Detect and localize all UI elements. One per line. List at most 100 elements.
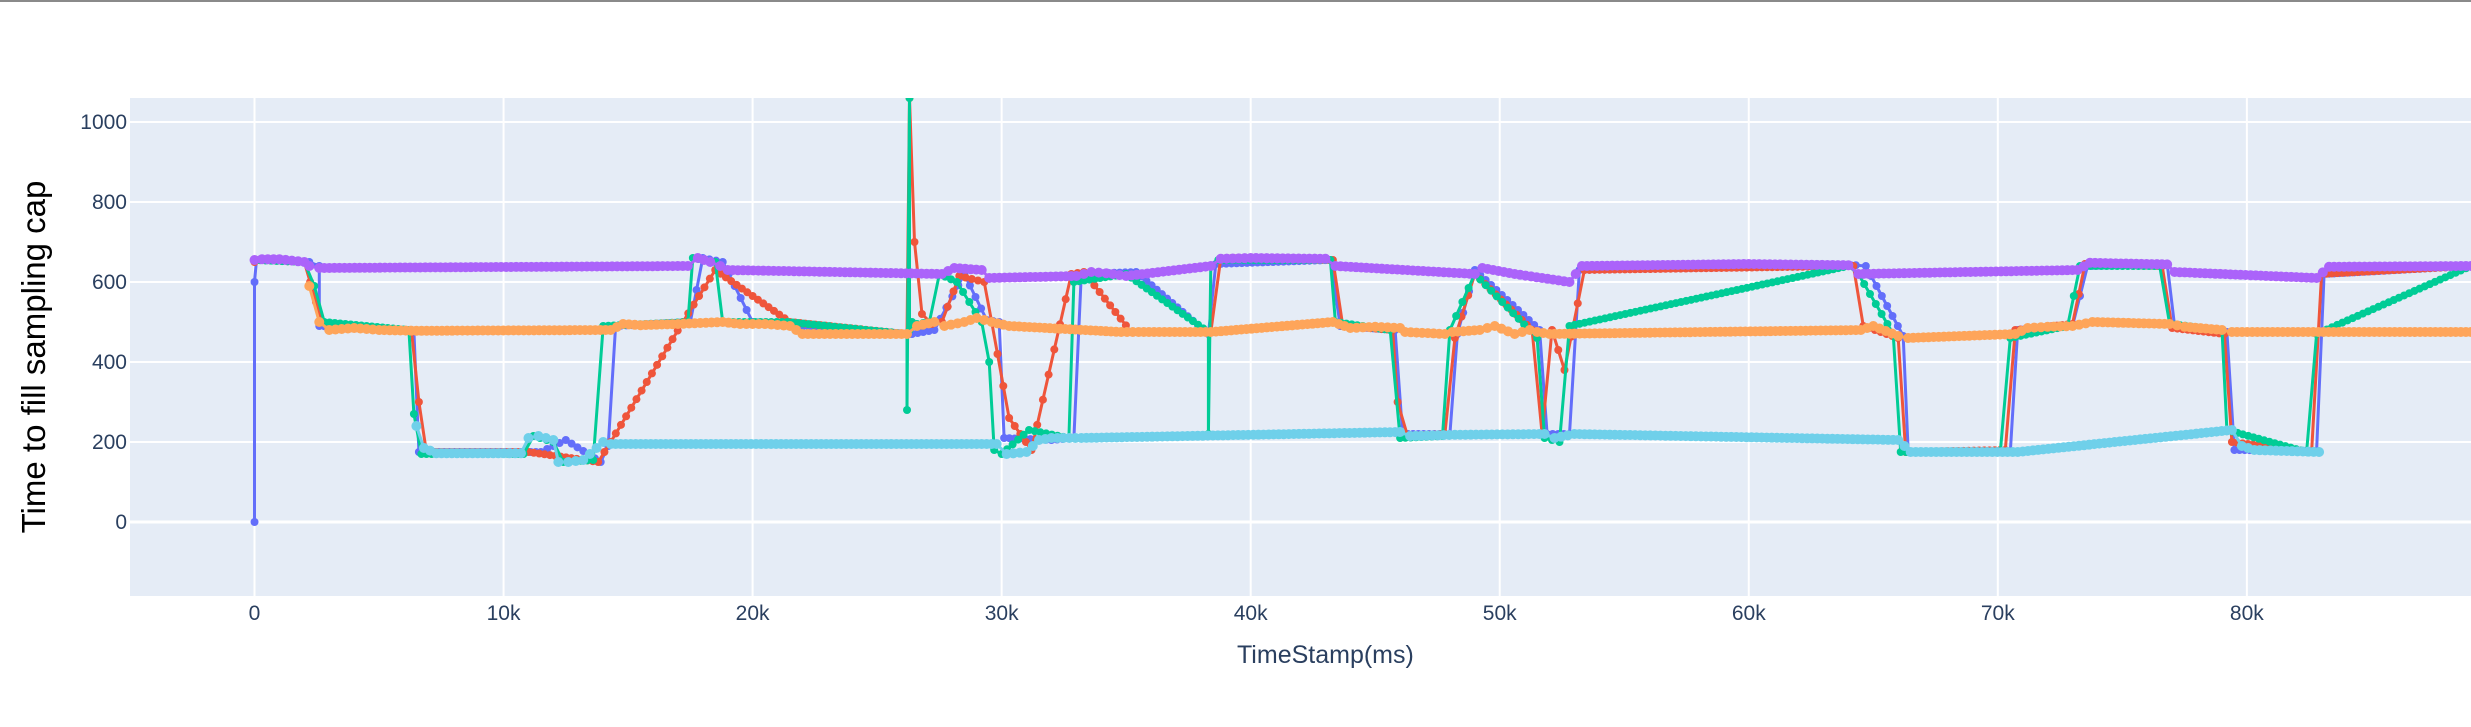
data-point	[903, 406, 912, 414]
data-point	[2314, 447, 2325, 457]
data-point	[314, 317, 325, 327]
data-point	[1086, 267, 1097, 277]
data-point	[1395, 427, 1406, 437]
data-point	[567, 439, 576, 448]
data-point	[959, 288, 968, 296]
data-point	[515, 448, 526, 459]
data-point	[2162, 259, 2173, 270]
series-4	[249, 253, 2471, 287]
data-point	[1509, 309, 1518, 318]
data-point	[1038, 395, 1047, 404]
data-point	[1111, 308, 1120, 316]
data-point	[627, 403, 636, 412]
data-point	[952, 278, 961, 286]
data-point	[1871, 300, 1880, 308]
data-point	[1469, 269, 1480, 279]
data-point	[1877, 310, 1886, 318]
data-point	[1452, 312, 1461, 320]
data-point	[1320, 253, 1331, 264]
data-point	[1487, 286, 1496, 295]
data-point	[1005, 414, 1014, 422]
data-point	[584, 449, 595, 459]
x-tick-label: 10k	[487, 602, 521, 625]
data-point	[695, 292, 704, 300]
data-point	[414, 398, 423, 406]
data-point	[967, 275, 976, 283]
data-point	[1570, 269, 1581, 279]
data-point	[563, 457, 574, 467]
data-point	[1090, 281, 1099, 290]
data-point	[2164, 319, 2175, 329]
data-point	[1872, 282, 1881, 290]
series-6	[411, 421, 2325, 467]
x-tick-label: 80k	[2230, 602, 2264, 625]
data-point	[1893, 322, 1902, 330]
data-point	[705, 257, 716, 267]
data-point	[647, 369, 656, 378]
data-point	[2216, 325, 2227, 335]
data-point	[965, 281, 974, 290]
data-point	[570, 456, 581, 466]
data-point	[971, 293, 980, 301]
data-point	[632, 395, 641, 404]
y-tick-label: 0	[115, 511, 127, 534]
plot-area	[130, 98, 2471, 596]
data-point	[1877, 292, 1886, 300]
x-axis-title: TimeStamp(ms)	[1237, 641, 1414, 669]
data-point	[1008, 440, 1017, 449]
data-point	[1021, 447, 1032, 457]
data-point	[976, 265, 987, 275]
data-point	[2226, 425, 2237, 435]
data-point	[2069, 292, 2078, 300]
data-point	[616, 420, 625, 429]
data-point	[1539, 429, 1550, 439]
data-point	[955, 272, 964, 280]
data-point	[930, 326, 939, 334]
data-point	[985, 358, 994, 366]
data-point	[591, 443, 602, 453]
data-point	[1573, 299, 1582, 308]
data-point	[523, 433, 534, 443]
data-point	[1514, 314, 1523, 323]
data-point	[561, 436, 570, 444]
data-point	[1492, 292, 1501, 301]
data-point	[949, 287, 958, 296]
data-point	[1100, 294, 1109, 303]
data-point	[1861, 262, 1870, 270]
data-point	[1010, 422, 1019, 430]
data-point	[1865, 290, 1874, 298]
data-point	[250, 278, 259, 286]
data-point	[1464, 284, 1473, 292]
data-point	[943, 302, 952, 311]
series-layer	[249, 98, 2471, 526]
data-point	[961, 273, 970, 282]
data-point	[1019, 430, 1028, 439]
data-point	[304, 281, 315, 291]
data-point	[1106, 301, 1115, 310]
data-point	[1044, 370, 1053, 379]
data-point	[700, 283, 709, 292]
x-tick-label: 40k	[1234, 602, 1268, 625]
data-point	[1883, 302, 1892, 310]
data-point	[910, 238, 919, 246]
data-point	[1883, 320, 1892, 328]
data-point	[917, 310, 926, 318]
x-tick-label: 70k	[1981, 602, 2015, 625]
data-point	[1498, 298, 1507, 306]
data-point	[902, 329, 913, 339]
data-point	[2172, 320, 2183, 331]
data-point	[682, 261, 693, 271]
data-point	[409, 410, 418, 418]
data-point	[999, 382, 1008, 390]
data-point	[553, 457, 564, 467]
data-point	[1503, 303, 1512, 312]
series-5	[304, 281, 2471, 343]
data-point	[1458, 298, 1467, 306]
data-point	[250, 518, 259, 526]
data-point	[1843, 260, 1854, 271]
x-tick-label: 50k	[1483, 602, 1517, 625]
data-point	[637, 386, 646, 395]
data-point	[1014, 435, 1023, 444]
data-point	[1564, 277, 1575, 287]
data-point	[2466, 261, 2471, 271]
